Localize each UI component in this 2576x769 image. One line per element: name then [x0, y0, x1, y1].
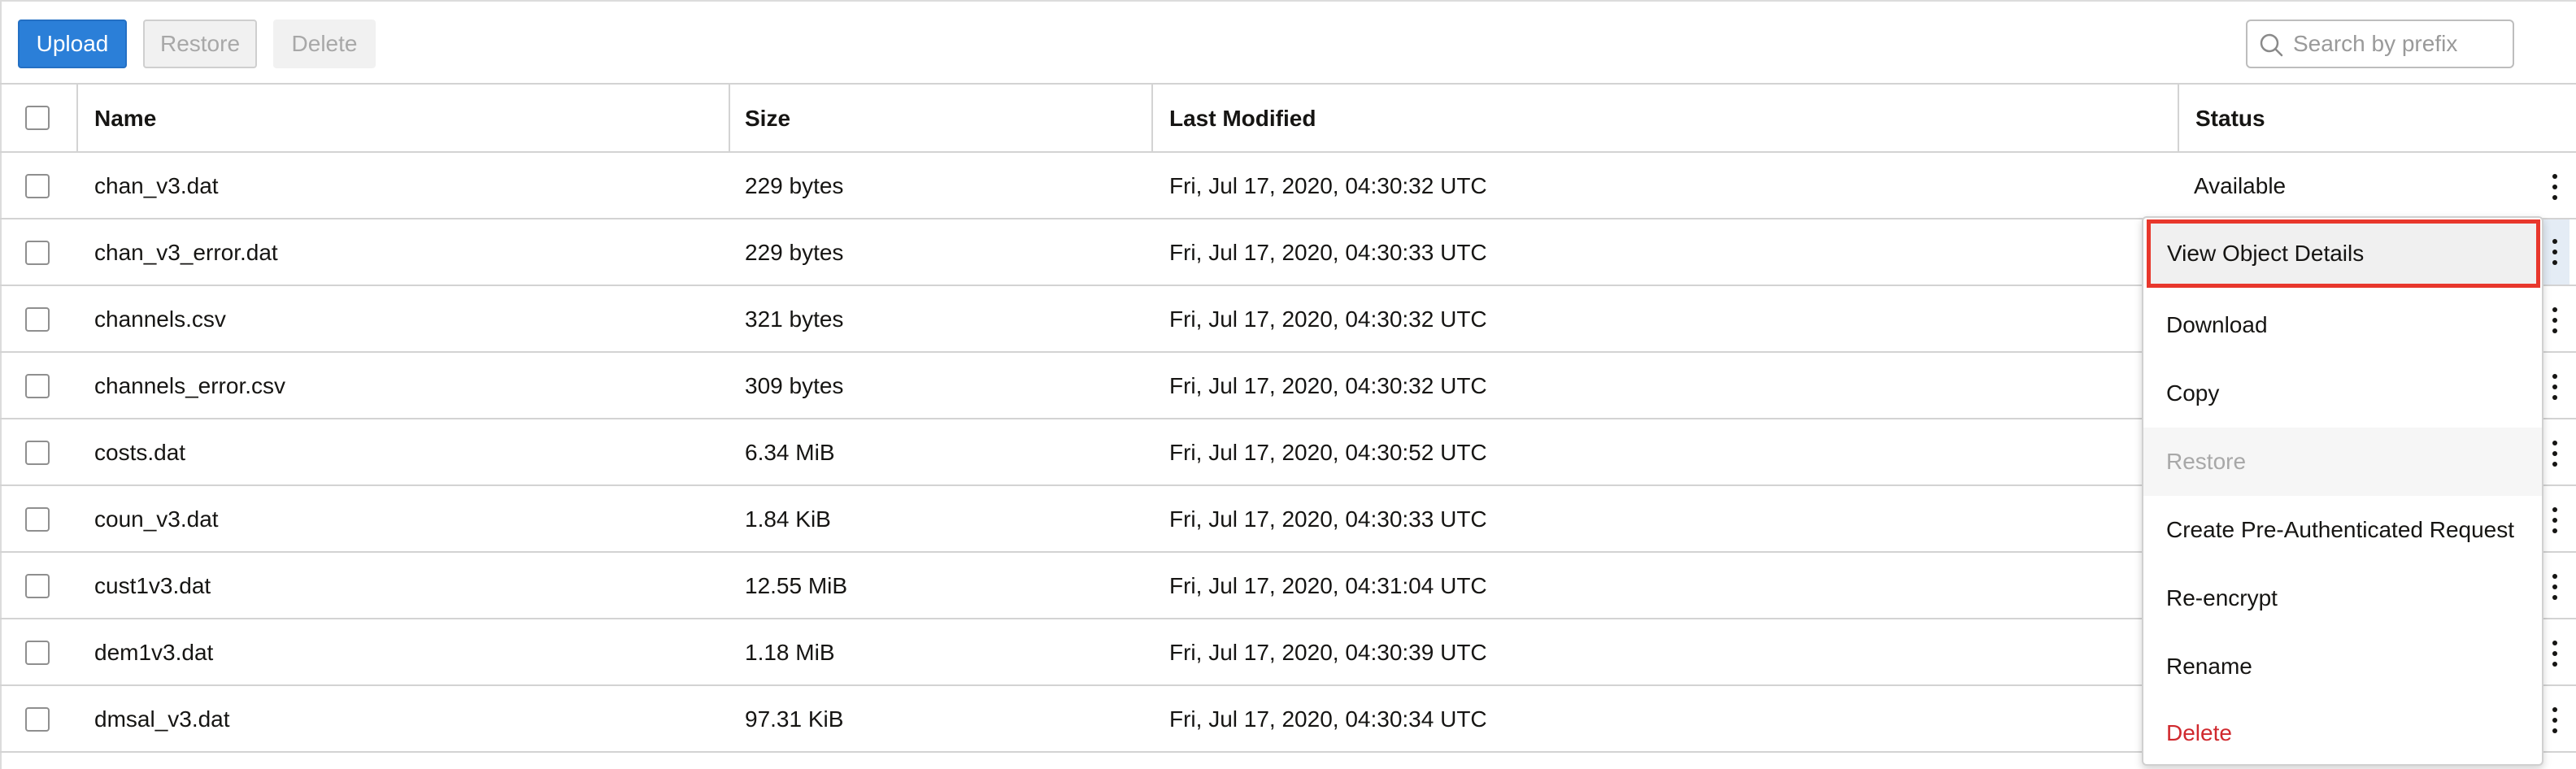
row-checkbox[interactable] [25, 307, 50, 332]
row-divider [0, 285, 2576, 286]
table-row[interactable]: channels_error.csv 309 bytes Fri, Jul 17… [0, 353, 2576, 419]
row-divider [0, 218, 2576, 219]
menu-item-download[interactable]: Download [2166, 312, 2268, 337]
restore-button[interactable]: Restore [143, 20, 257, 68]
table-row[interactable]: chan_v3_error.dat 229 bytes Fri, Jul 17,… [0, 219, 2576, 286]
row-checkbox[interactable] [25, 574, 50, 598]
column-header-last-modified[interactable]: Last Modified [1169, 106, 1316, 131]
row-checkbox[interactable] [25, 441, 50, 465]
search-box[interactable] [2246, 20, 2514, 68]
table-row[interactable]: cust1v3.dat 12.55 MiB Fri, Jul 17, 2020,… [0, 553, 2576, 619]
object-size: 229 bytes [745, 173, 844, 198]
object-size: 321 bytes [745, 306, 844, 332]
object-last-modified: Fri, Jul 17, 2020, 04:30:34 UTC [1169, 706, 1487, 732]
row-actions-kebab-icon[interactable] [2540, 219, 2569, 285]
column-divider [76, 85, 78, 153]
row-actions-menu: View Object Details Download Copy Restor… [2142, 216, 2543, 766]
object-name[interactable]: chan_v3_error.dat [94, 240, 278, 265]
column-header-name[interactable]: Name [94, 106, 157, 131]
row-actions-kebab-icon[interactable] [2545, 439, 2565, 468]
row-actions-kebab-icon[interactable] [2545, 506, 2565, 535]
row-actions-kebab-icon[interactable] [2545, 572, 2565, 602]
row-checkbox[interactable] [25, 641, 50, 665]
row-checkbox[interactable] [25, 707, 50, 732]
menu-item-create-par[interactable]: Create Pre-Authenticated Request [2166, 517, 2515, 542]
row-checkbox[interactable] [25, 241, 50, 265]
row-checkbox[interactable] [25, 507, 50, 532]
object-size: 309 bytes [745, 373, 844, 398]
object-name[interactable]: cust1v3.dat [94, 573, 211, 598]
table-row[interactable]: chan_v3.dat 229 bytes Fri, Jul 17, 2020,… [0, 153, 2576, 219]
menu-item-restore[interactable]: Restore [2143, 428, 2542, 496]
row-divider [0, 418, 2576, 419]
row-actions-kebab-icon[interactable] [2545, 372, 2565, 402]
object-name[interactable]: dem1v3.dat [94, 640, 214, 665]
select-all-checkbox[interactable] [25, 106, 50, 130]
object-size: 1.84 KiB [745, 506, 831, 532]
menu-item-re-encrypt[interactable]: Re-encrypt [2166, 585, 2278, 610]
object-name[interactable]: channels.csv [94, 306, 226, 332]
table-row[interactable]: costs.dat 6.34 MiB Fri, Jul 17, 2020, 04… [0, 419, 2576, 486]
object-status: Available [2194, 173, 2287, 198]
object-last-modified: Fri, Jul 17, 2020, 04:30:52 UTC [1169, 440, 1487, 465]
object-name[interactable]: chan_v3.dat [94, 173, 219, 198]
object-last-modified: Fri, Jul 17, 2020, 04:30:33 UTC [1169, 240, 1487, 265]
search-icon [2260, 33, 2283, 57]
column-divider [1151, 85, 1153, 153]
object-last-modified: Fri, Jul 17, 2020, 04:30:32 UTC [1169, 373, 1487, 398]
row-checkbox[interactable] [25, 374, 50, 398]
object-size: 1.18 MiB [745, 640, 835, 665]
column-divider [729, 85, 730, 153]
object-name[interactable]: coun_v3.dat [94, 506, 219, 532]
object-size: 12.55 MiB [745, 573, 848, 598]
row-divider [0, 618, 2576, 619]
menu-item-copy[interactable]: Copy [2166, 380, 2220, 406]
row-divider [0, 684, 2576, 686]
object-last-modified: Fri, Jul 17, 2020, 04:30:32 UTC [1169, 306, 1487, 332]
row-divider [0, 351, 2576, 353]
header-bottom-divider [0, 151, 2576, 153]
object-size: 229 bytes [745, 240, 844, 265]
search-input[interactable] [2293, 26, 2506, 62]
row-divider [0, 551, 2576, 553]
row-actions-kebab-icon[interactable] [2545, 706, 2565, 735]
object-size: 97.31 KiB [745, 706, 844, 732]
object-size: 6.34 MiB [745, 440, 835, 465]
upload-button[interactable]: Upload [18, 20, 127, 68]
delete-button[interactable]: Delete [273, 20, 376, 68]
menu-item-view-object-details[interactable]: View Object Details [2147, 219, 2540, 288]
row-divider [0, 484, 2576, 486]
row-actions-kebab-icon[interactable] [2545, 306, 2565, 335]
column-header-status[interactable]: Status [2195, 106, 2265, 131]
menu-item-delete[interactable]: Delete [2166, 720, 2232, 745]
menu-item-rename[interactable]: Rename [2166, 654, 2252, 679]
object-last-modified: Fri, Jul 17, 2020, 04:31:04 UTC [1169, 573, 1487, 598]
object-last-modified: Fri, Jul 17, 2020, 04:30:39 UTC [1169, 640, 1487, 665]
table-row[interactable]: dem1v3.dat 1.18 MiB Fri, Jul 17, 2020, 0… [0, 619, 2576, 686]
header-top-divider [0, 83, 2576, 85]
column-divider [2178, 85, 2179, 153]
row-actions-kebab-icon[interactable] [2545, 172, 2565, 202]
row-checkbox[interactable] [25, 174, 50, 198]
object-last-modified: Fri, Jul 17, 2020, 04:30:33 UTC [1169, 506, 1487, 532]
table-row[interactable]: dmsal_v3.dat 97.31 KiB Fri, Jul 17, 2020… [0, 686, 2576, 753]
object-name[interactable]: channels_error.csv [94, 373, 286, 398]
object-name[interactable]: costs.dat [94, 440, 186, 465]
column-header-size[interactable]: Size [745, 106, 791, 131]
row-divider [0, 751, 2576, 753]
row-actions-kebab-icon[interactable] [2545, 639, 2565, 668]
object-last-modified: Fri, Jul 17, 2020, 04:30:32 UTC [1169, 173, 1487, 198]
object-name[interactable]: dmsal_v3.dat [94, 706, 230, 732]
toolbar: Upload Restore Delete [0, 0, 2576, 85]
table-row[interactable]: coun_v3.dat 1.84 KiB Fri, Jul 17, 2020, … [0, 486, 2576, 553]
table-row[interactable]: channels.csv 321 bytes Fri, Jul 17, 2020… [0, 286, 2576, 353]
